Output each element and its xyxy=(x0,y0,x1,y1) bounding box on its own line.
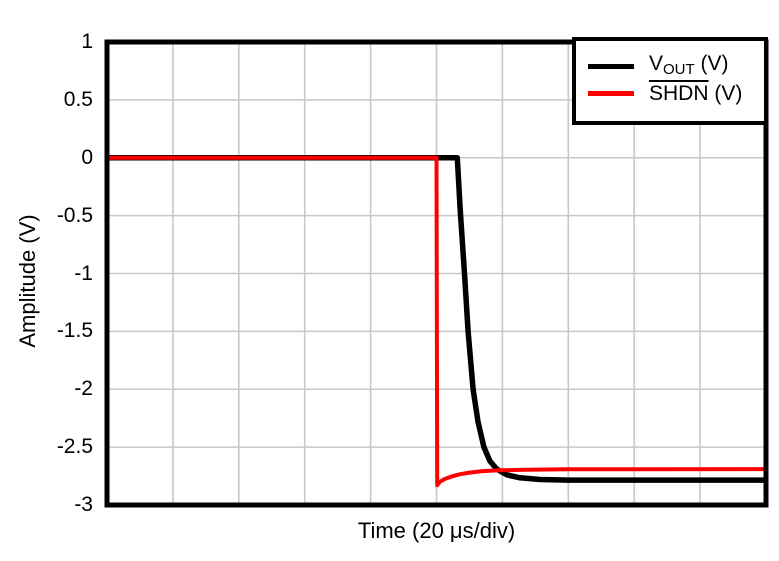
legend-entry-vout: VOUT (V) xyxy=(576,52,764,80)
y-tick-label: -2 xyxy=(74,377,93,401)
y-tick-label: 0 xyxy=(81,145,93,169)
legend-swatch-shdn xyxy=(588,91,634,96)
y-tick-label: 1 xyxy=(81,30,93,53)
legend-swatch-vout xyxy=(588,64,634,69)
trace-vout xyxy=(107,155,766,483)
y-tick-label: -2.5 xyxy=(56,435,93,459)
legend-label-vout: VOUT (V) xyxy=(649,52,729,78)
y-tick-label: -3 xyxy=(74,493,93,516)
y-axis-title: Amplitude (V) xyxy=(15,214,40,348)
y-tick-label: -0.5 xyxy=(56,203,93,227)
trace-shdn xyxy=(107,155,767,488)
legend: VOUT (V) SHDN (V) xyxy=(572,37,768,125)
y-tick-label: -1.5 xyxy=(56,319,93,343)
legend-label-shdn: SHDN (V) xyxy=(649,82,743,105)
legend-entry-shdn: SHDN (V) xyxy=(576,80,764,107)
x-axis-title: Time (20 μs/div) xyxy=(357,518,516,543)
plot-frame xyxy=(104,39,769,508)
y-tick-label: 0.5 xyxy=(63,87,93,111)
y-tick-label: -1 xyxy=(74,261,93,285)
